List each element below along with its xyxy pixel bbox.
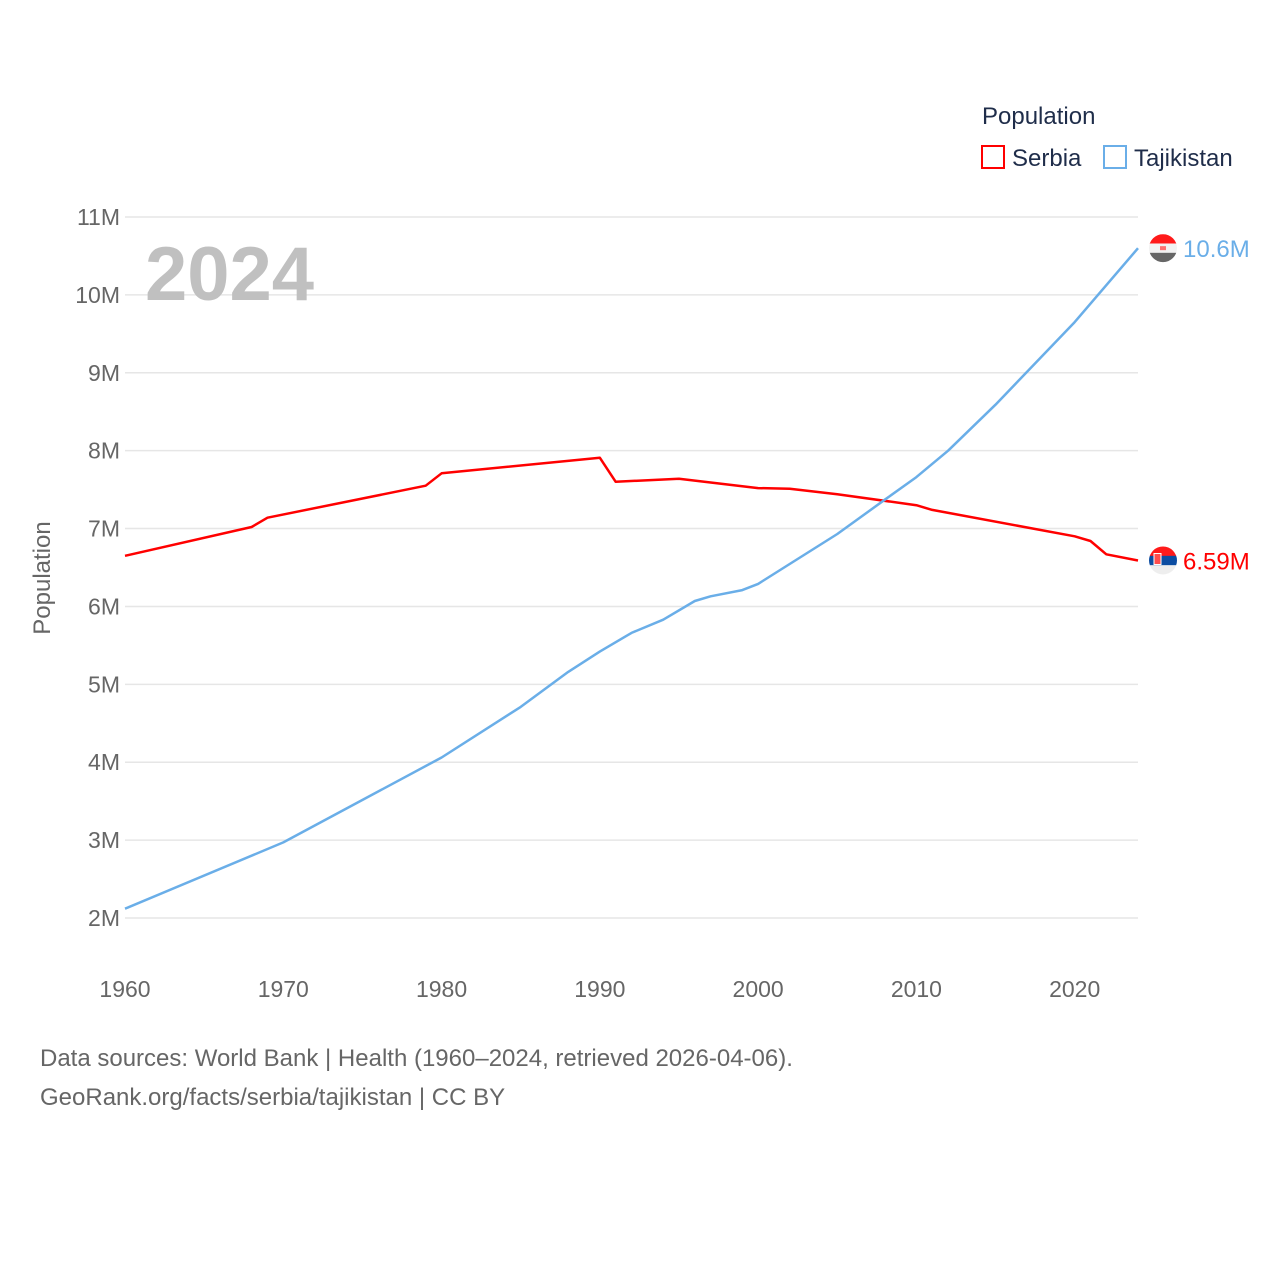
x-tick-label: 2010 <box>891 976 942 1002</box>
y-tick-label: 7M <box>88 516 120 542</box>
flag-stripes <box>1149 546 1177 575</box>
y-axis-label: Population <box>29 521 56 634</box>
flag-stripe <box>1149 252 1177 263</box>
series-lines <box>124 247 1139 910</box>
serbia-flag-icon <box>1149 546 1177 575</box>
flag-stripes <box>1149 234 1177 263</box>
y-tick-label: 3M <box>88 827 120 853</box>
flag-stripe <box>1149 234 1177 244</box>
series-end-labels: 6.59M 10.6M <box>1149 234 1250 575</box>
serbia-end-value: 6.59M <box>1183 548 1250 575</box>
y-tick-label: 2M <box>88 905 120 931</box>
tajikistan-flag-icon <box>1149 234 1177 263</box>
tajikistan-crown <box>1160 246 1166 251</box>
y-tick-label: 6M <box>88 593 120 619</box>
x-tick-label: 1970 <box>258 976 309 1002</box>
y-tick-label: 10M <box>75 282 120 308</box>
flag-stripe <box>1149 555 1177 566</box>
x-tick-label: 1990 <box>574 976 625 1002</box>
tajikistan-end-value: 10.6M <box>1183 236 1250 263</box>
legend-title: Population <box>982 103 1095 130</box>
year-watermark: 2024 <box>145 232 314 317</box>
y-tick-label: 8M <box>88 438 120 464</box>
legend-item-serbia: Serbia <box>1012 145 1082 172</box>
x-tick-label: 2000 <box>733 976 784 1002</box>
serbia-line <box>124 456 1139 562</box>
serbia-coat-of-arms <box>1153 552 1162 565</box>
attribution-link[interactable]: GeoRank.org/facts/serbia/tajikistan | CC… <box>40 1084 506 1111</box>
x-tick-label: 1960 <box>99 976 150 1002</box>
y-tick-label: 5M <box>88 671 120 697</box>
legend-swatch-tajikistan <box>1103 145 1127 169</box>
gridlines <box>125 216 1138 919</box>
legend-item-tajikistan: Tajikistan <box>1134 145 1233 172</box>
flag-stripe <box>1149 546 1177 557</box>
flag-stripe <box>1149 565 1177 575</box>
legend-swatch-serbia <box>981 145 1005 169</box>
tajikistan-line <box>124 247 1139 910</box>
y-tick-label: 9M <box>88 360 120 386</box>
x-tick-label: 1980 <box>416 976 467 1002</box>
x-tick-label: 2020 <box>1049 976 1100 1002</box>
y-tick-label: 11M <box>77 204 120 230</box>
x-axis-ticks: 1960 1970 1980 1990 2000 2010 2020 <box>99 976 1100 1002</box>
data-source-note: Data sources: World Bank | Health (1960–… <box>40 1045 793 1072</box>
legend: Serbia Tajikistan <box>981 145 1233 172</box>
y-axis-ticks: 2M 3M 4M 5M 6M 7M 8M 9M 10M 11M <box>75 204 120 931</box>
y-tick-label: 4M <box>88 749 120 775</box>
